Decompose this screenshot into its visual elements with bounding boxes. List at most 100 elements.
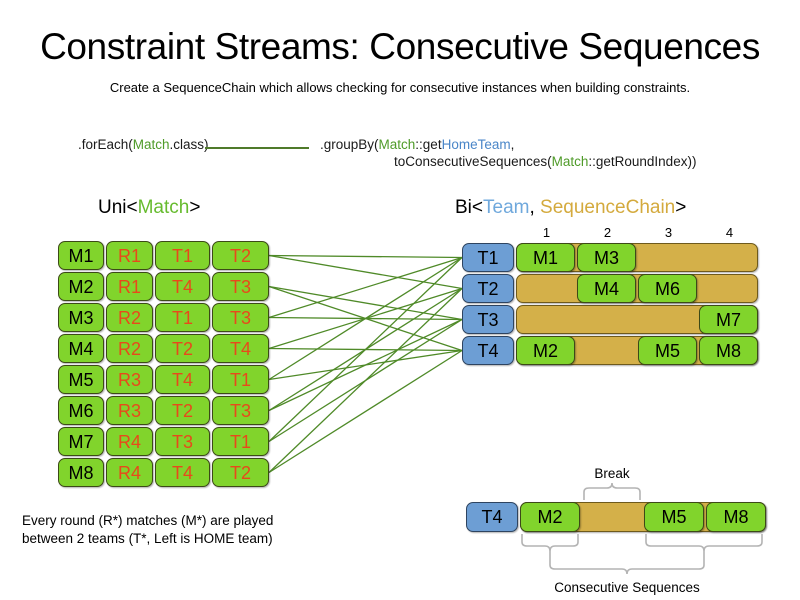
match-cell-home: T3 (155, 427, 210, 456)
sequence-match-chip: M1 (516, 243, 575, 272)
match-to-team-link (268, 287, 463, 350)
code-foreach-suffix: .class) (169, 137, 209, 152)
consecutive-sequences-label: Consecutive Sequences (554, 580, 700, 595)
match-to-team-link (268, 287, 463, 412)
team-label-cell: T1 (462, 243, 514, 272)
code-groupby-line2: toConsecutiveSequences(Match::getRoundIn… (394, 154, 696, 169)
match-cell-round: R4 (106, 458, 153, 487)
footnote-line-2: between 2 teams (T*, Left is HOME team) (22, 530, 273, 546)
match-to-team-link (268, 257, 463, 442)
match-cell-home: T4 (155, 365, 210, 394)
caption-bi-sep: , (529, 197, 541, 218)
code-groupby-method-type: HomeTeam (441, 137, 511, 152)
detail-match-chip: M2 (520, 502, 580, 532)
match-to-team-link (268, 318, 463, 412)
match-to-team-link (268, 254, 463, 259)
match-cell-match: M6 (58, 396, 104, 425)
match-cell-away: T3 (212, 396, 269, 425)
break-bracket (583, 482, 641, 500)
caption-uni-type: Match (137, 197, 190, 218)
detail-match-chip: M8 (706, 502, 766, 532)
match-cell-away: T1 (212, 365, 269, 394)
match-cell-match: M2 (58, 272, 104, 301)
match-cell-home: T2 (155, 334, 210, 363)
match-cell-away: T3 (212, 303, 269, 332)
column-number: 4 (725, 225, 734, 240)
consecutive-sequences-bracket (549, 551, 705, 575)
caption-bi-type-a: Team (483, 197, 530, 218)
column-number: 1 (542, 225, 551, 240)
match-to-team-link (268, 316, 463, 321)
match-to-team-link (268, 349, 463, 474)
team-label-cell: T4 (462, 336, 514, 365)
match-cell-round: R3 (106, 396, 153, 425)
match-cell-away: T4 (212, 334, 269, 363)
sequence-match-chip: M2 (516, 336, 575, 365)
team-label-cell: T2 (462, 274, 514, 303)
footnote: Every round (R*) matches (M*) are played… (22, 512, 273, 548)
footnote-line-1: Every round (R*) matches (M*) are played (22, 513, 274, 528)
match-cell-away: T3 (212, 272, 269, 301)
match-to-team-link (268, 254, 463, 290)
match-cell-home: T4 (155, 272, 210, 301)
code-foreach: .forEach(Match.class) (78, 137, 209, 152)
column-number: 2 (603, 225, 612, 240)
code-foreach-prefix: .forEach( (78, 137, 133, 152)
sequence-bracket-right (645, 534, 763, 552)
match-cell-away: T2 (212, 458, 269, 487)
match-to-team-link (268, 256, 463, 319)
sequence-match-chip: M5 (638, 336, 697, 365)
detail-brackets (521, 482, 763, 575)
match-cell-away: T1 (212, 427, 269, 456)
match-cell-match: M5 (58, 365, 104, 394)
detail-team-label: T4 (466, 502, 518, 532)
sequence-track (516, 274, 758, 303)
sequence-match-chip: M4 (577, 274, 636, 303)
page-subtitle: Create a SequenceChain which allows chec… (109, 80, 691, 95)
column-number: 3 (664, 225, 673, 240)
break-label: Break (594, 466, 630, 481)
sequence-match-chip: M7 (699, 305, 758, 334)
caption-uni-suffix: > (189, 197, 201, 218)
match-cell-home: T1 (155, 241, 210, 270)
match-cell-round: R3 (106, 365, 153, 394)
code-groupby-method-prefix: ::get (415, 137, 442, 152)
code-foreach-type: Match (132, 137, 170, 152)
team-label-cell: T3 (462, 305, 514, 334)
match-cell-match: M8 (58, 458, 104, 487)
match-cell-home: T2 (155, 396, 210, 425)
match-cell-match: M1 (58, 241, 104, 270)
match-cell-round: R1 (106, 241, 153, 270)
sequence-match-chip: M3 (577, 243, 636, 272)
code-toconsec-prefix: toConsecutiveSequences( (394, 154, 552, 169)
caption-uni-match: Uni<Match> (98, 197, 200, 219)
match-to-team-link (268, 288, 463, 473)
code-toconsec-suffix: ::getRoundIndex)) (588, 154, 697, 169)
caption-bi-prefix: Bi< (455, 197, 483, 218)
code-groupby-type: Match (378, 137, 416, 152)
match-cell-home: T1 (155, 303, 210, 332)
caption-bi-suffix: > (675, 197, 687, 218)
code-connector-line (205, 147, 309, 149)
match-to-team-link (268, 347, 463, 352)
match-cell-round: R1 (106, 272, 153, 301)
match-to-team-link (268, 285, 463, 352)
match-cell-round: R2 (106, 303, 153, 332)
sequence-bracket-left (521, 534, 579, 552)
detail-match-chip: M5 (644, 502, 704, 532)
code-groupby-prefix: .groupBy( (320, 137, 379, 152)
sequence-match-chip: M6 (638, 274, 697, 303)
match-cell-match: M7 (58, 427, 104, 456)
code-toconsec-type: Match (551, 154, 589, 169)
sequence-match-chip: M8 (699, 336, 758, 365)
code-groupby-suffix: , (510, 137, 515, 152)
match-cell-round: R2 (106, 334, 153, 363)
match-cell-home: T4 (155, 458, 210, 487)
page-title: Constraint Streams: Consecutive Sequence… (40, 26, 760, 67)
match-cell-match: M3 (58, 303, 104, 332)
match-to-team-link (268, 285, 463, 321)
match-cell-round: R4 (106, 427, 153, 456)
caption-uni-prefix: Uni< (98, 197, 138, 218)
match-cell-match: M4 (58, 334, 104, 363)
